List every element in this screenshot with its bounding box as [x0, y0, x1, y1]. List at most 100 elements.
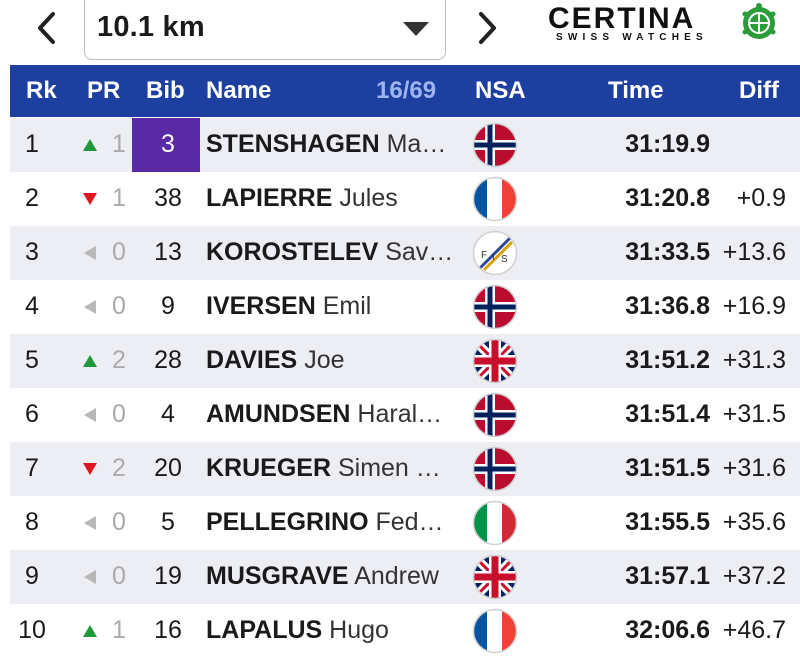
table-row[interactable]: 10 1 16 LAPALUS Hugo 32:06.6 +46.7 — [10, 604, 800, 658]
table-row[interactable]: 3 0 13 KOROSTELEV Sav… F I S 31:33.5 +13.6 — [10, 226, 800, 280]
athlete-given-name: Haral… — [357, 400, 443, 428]
chevron-left-icon — [38, 12, 55, 44]
diff-cell: +37.2 — [722, 562, 786, 590]
time-cell: 31:57.1 — [625, 562, 710, 590]
header-diff[interactable]: Diff — [739, 77, 779, 104]
results-table-body: 1 1 3 STENSHAGEN Ma… 31:19.9 2 1 38 LAPIERRE Jul… — [10, 118, 800, 658]
athlete-name[interactable]: KRUEGER Simen … — [206, 454, 464, 483]
table-row[interactable]: 4 0 9 IVERSEN Emil 31:36.8 +16.9 — [10, 280, 800, 334]
bib-cell: 19 — [154, 562, 182, 590]
next-split-button[interactable] — [466, 6, 510, 50]
flag-gbr-icon — [472, 338, 518, 384]
time-cell: 32:06.6 — [625, 616, 710, 644]
table-row[interactable]: 1 1 3 STENSHAGEN Ma… 31:19.9 — [10, 118, 800, 172]
athlete-given-name: Fed… — [375, 508, 444, 536]
athlete-name[interactable]: AMUNDSEN Haral… — [206, 400, 464, 429]
bib-cell: 38 — [154, 184, 182, 212]
svg-text:I: I — [492, 252, 495, 263]
athlete-name[interactable]: IVERSEN Emil — [206, 292, 464, 321]
header-pr[interactable]: PR — [87, 77, 121, 104]
trend-same-icon — [82, 407, 98, 423]
turtle-logo-icon — [742, 3, 776, 39]
athlete-given-name: Simen … — [337, 454, 441, 482]
bib-highlight — [132, 118, 200, 172]
athlete-surname: AMUNDSEN — [206, 400, 351, 428]
flag-fra-icon — [472, 176, 518, 222]
trend-same-icon — [82, 515, 98, 531]
trend-down-icon — [82, 191, 98, 207]
diff-cell: +46.7 — [722, 616, 786, 644]
athlete-surname: IVERSEN — [206, 292, 316, 320]
athlete-given-name: Emil — [322, 292, 372, 320]
rank-cell: 1 — [25, 130, 39, 158]
diff-cell: +16.9 — [722, 292, 786, 320]
caret-down-icon — [403, 22, 429, 36]
bib-cell: 9 — [161, 292, 175, 320]
time-cell: 31:20.8 — [625, 184, 710, 212]
bib-cell: 16 — [154, 616, 182, 644]
athlete-surname: KRUEGER — [206, 454, 332, 482]
time-cell: 31:51.5 — [625, 454, 710, 482]
rank-cell: 7 — [25, 454, 39, 482]
athlete-name[interactable]: KOROSTELEV Sav… — [206, 238, 464, 267]
pr-cell: 0 — [112, 400, 126, 428]
time-cell: 31:51.2 — [625, 346, 710, 374]
flag-nor-icon — [472, 392, 518, 438]
top-bar: 10.1 km CERTINA SWISS WATCHES — [0, 0, 800, 64]
athlete-surname: DAVIES — [206, 346, 298, 374]
header-bib[interactable]: Bib — [146, 77, 185, 104]
athlete-surname: MUSGRAVE — [206, 562, 349, 590]
table-row[interactable]: 5 2 28 DAVIES Joe 31:51.2 +31.3 — [10, 334, 800, 388]
trend-up-icon — [82, 353, 98, 369]
athlete-name[interactable]: STENSHAGEN Ma… — [206, 130, 464, 159]
pr-cell: 1 — [112, 184, 126, 212]
results-count: 16/69 — [376, 77, 437, 104]
rank-cell: 9 — [25, 562, 39, 590]
time-cell: 31:36.8 — [625, 292, 710, 320]
rank-cell: 10 — [18, 616, 46, 644]
athlete-name[interactable]: LAPALUS Hugo — [206, 616, 464, 645]
table-row[interactable]: 6 0 4 AMUNDSEN Haral… 31:51.4 +31.5 — [10, 388, 800, 442]
bib-cell: 5 — [161, 508, 175, 536]
pr-cell: 0 — [112, 508, 126, 536]
flag-fra-icon — [472, 608, 518, 654]
athlete-name[interactable]: MUSGRAVE Andrew — [206, 562, 464, 591]
athlete-surname: STENSHAGEN — [206, 130, 380, 158]
bib-cell: 20 — [154, 454, 182, 482]
athlete-given-name: Joe — [304, 346, 345, 374]
svg-text:S: S — [501, 254, 508, 265]
diff-cell: +31.5 — [722, 400, 786, 428]
header-rank[interactable]: Rk — [26, 77, 57, 104]
split-selector[interactable]: 10.1 km — [84, 0, 446, 60]
flag-nor-icon — [472, 284, 518, 330]
diff-cell: +35.6 — [722, 508, 786, 536]
diff-cell: +13.6 — [722, 238, 786, 266]
table-row[interactable]: 2 1 38 LAPIERRE Jules 31:20.8 +0.9 — [10, 172, 800, 226]
flag-ita-icon — [472, 500, 518, 546]
header-time[interactable]: Time — [608, 77, 664, 104]
split-selector-value: 10.1 km — [97, 11, 205, 43]
athlete-surname: PELLEGRINO — [206, 508, 369, 536]
bib-cell: 4 — [161, 400, 175, 428]
trend-same-icon — [82, 569, 98, 585]
athlete-name[interactable]: LAPIERRE Jules — [206, 184, 464, 213]
diff-cell: +31.3 — [722, 346, 786, 374]
bib-cell: 13 — [154, 238, 182, 266]
previous-split-button[interactable] — [24, 6, 68, 50]
table-row[interactable]: 7 2 20 KRUEGER Simen … 31:51.5 +31.6 — [10, 442, 800, 496]
table-row[interactable]: 8 0 5 PELLEGRINO Fed… 31:55.5 +35.6 — [10, 496, 800, 550]
athlete-surname: KOROSTELEV — [206, 238, 379, 266]
pr-cell: 0 — [112, 562, 126, 590]
header-nsa[interactable]: NSA — [475, 77, 526, 104]
diff-cell: +0.9 — [736, 184, 786, 212]
time-cell: 31:33.5 — [625, 238, 710, 266]
table-row[interactable]: 9 0 19 MUSGRAVE Andrew 31:57.1 +37.2 — [10, 550, 800, 604]
trend-up-icon — [82, 137, 98, 153]
sponsor-name: CERTINA — [548, 2, 696, 35]
header-name[interactable]: Name — [206, 77, 272, 104]
trend-same-icon — [82, 299, 98, 315]
athlete-name[interactable]: DAVIES Joe — [206, 346, 464, 375]
athlete-name[interactable]: PELLEGRINO Fed… — [206, 508, 464, 537]
flag-nor-icon — [472, 446, 518, 492]
